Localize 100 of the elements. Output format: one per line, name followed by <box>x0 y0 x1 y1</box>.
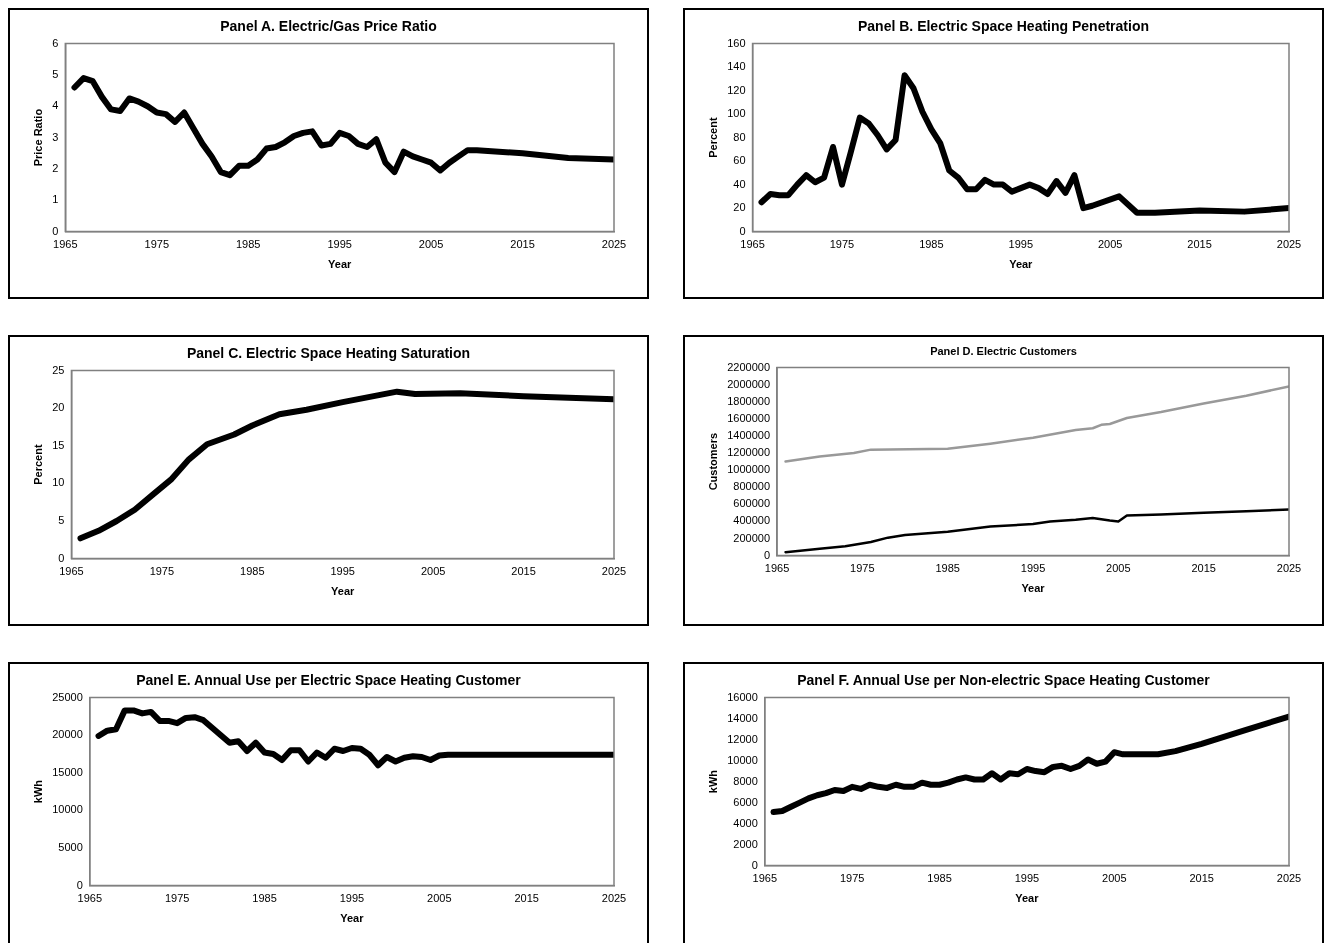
x-tick-label: 2015 <box>1186 238 1212 251</box>
x-tick-label: 1995 <box>326 238 352 251</box>
y-tick-label: 2000000 <box>726 377 770 390</box>
x-tick-label: 1995 <box>339 892 364 905</box>
y-tick-label: 0 <box>57 551 64 564</box>
x-tick-label: 2005 <box>426 892 451 905</box>
x-axis-title: Year <box>327 258 352 271</box>
y-tick-label: 10 <box>51 476 64 489</box>
y-tick-label: 200000 <box>732 531 770 544</box>
x-tick-label: 1985 <box>934 561 960 574</box>
y-tick-label: 6000 <box>732 795 758 808</box>
y-tick-label: 3 <box>51 130 58 143</box>
y-tick-label: 60 <box>732 154 746 167</box>
y-tick-label: 6 <box>51 36 58 49</box>
chart-title: Panel F. Annual Use per Non-electric Space Heating Customer <box>797 672 1210 689</box>
x-tick-label: 1985 <box>235 238 260 251</box>
x-axis-title: Year <box>339 912 364 925</box>
x-axis-title: Year <box>1008 258 1033 271</box>
y-tick-label: 8000 <box>732 774 758 787</box>
y-tick-label: 80 <box>732 130 746 143</box>
y-tick-label: 25 <box>51 363 64 376</box>
y-tick-label: 40 <box>732 177 746 190</box>
y-tick-label: 5 <box>51 68 58 81</box>
y-tick-label: 120 <box>726 83 746 96</box>
x-tick-label: 1985 <box>239 565 265 578</box>
x-tick-label: 2005 <box>1101 872 1127 885</box>
x-tick-label: 1965 <box>752 872 777 885</box>
y-tick-label: 4000 <box>732 816 758 829</box>
y-tick-label: 2200000 <box>726 360 770 373</box>
chart-title: Panel D. Electric Customers <box>930 345 1077 358</box>
chart-title: Panel E. Annual Use per Electric Space Heating Customer <box>136 672 521 689</box>
y-tick-label: 2000 <box>732 837 758 850</box>
y-tick-label: 0 <box>738 224 746 237</box>
y-tick-label: 2 <box>51 162 58 175</box>
x-tick-label: 1995 <box>329 565 355 578</box>
x-tick-label: 2025 <box>1276 872 1301 885</box>
y-tick-label: 5 <box>57 514 64 527</box>
x-tick-label: 2005 <box>418 238 443 251</box>
x-tick-label: 1995 <box>1008 238 1033 251</box>
x-tick-label: 1985 <box>926 872 952 885</box>
x-tick-label: 2015 <box>1190 561 1216 574</box>
y-tick-label: 1600000 <box>726 411 770 424</box>
chart-title: Panel C. Electric Space Heating Saturation <box>186 345 471 362</box>
y-tick-label: 12000 <box>726 732 758 745</box>
x-tick-label: 1965 <box>764 561 789 574</box>
y-axis-title: kWh <box>706 769 719 794</box>
x-tick-label: 1975 <box>829 238 854 251</box>
y-tick-label: 16000 <box>726 690 758 703</box>
y-tick-label: 14000 <box>726 711 758 724</box>
y-tick-label: 25000 <box>51 690 83 703</box>
y-axis-title: Customers <box>706 432 719 490</box>
y-tick-label: 1400000 <box>726 428 770 441</box>
y-axis-title: Percent <box>31 444 44 485</box>
y-tick-label: 600000 <box>732 497 770 509</box>
x-tick-label: 2025 <box>1276 238 1301 251</box>
y-tick-label: 4 <box>51 99 58 112</box>
x-tick-label: 1975 <box>839 872 864 885</box>
y-tick-label: 10000 <box>51 803 83 816</box>
chart-title: Panel A. Electric/Gas Price Ratio <box>220 18 437 35</box>
y-tick-label: 140 <box>726 60 746 73</box>
x-tick-label: 1965 <box>52 238 78 251</box>
y-tick-label: 0 <box>76 878 83 891</box>
x-tick-label: 1985 <box>918 238 944 251</box>
y-tick-label: 20 <box>51 401 64 414</box>
x-tick-label: 2005 <box>1105 561 1131 574</box>
x-tick-label: 2015 <box>513 892 539 905</box>
y-tick-label: 15 <box>51 438 64 451</box>
x-tick-label: 1975 <box>849 561 875 574</box>
x-tick-label: 1965 <box>739 238 765 251</box>
y-tick-label: 400000 <box>732 514 770 527</box>
x-tick-label: 2025 <box>601 565 626 578</box>
x-tick-label: 2025 <box>601 238 626 251</box>
y-tick-label: 1 <box>51 193 58 206</box>
y-axis-title: kWh <box>31 779 44 804</box>
x-tick-label: 1975 <box>144 238 169 251</box>
x-tick-label: 2005 <box>420 565 445 578</box>
x-axis-title: Year <box>330 585 355 598</box>
x-tick-label: 1985 <box>251 892 277 905</box>
x-tick-label: 1965 <box>77 892 102 905</box>
x-tick-label: 2015 <box>509 238 535 251</box>
y-tick-label: 0 <box>751 858 758 871</box>
y-tick-label: 15000 <box>51 765 83 778</box>
y-axis-title: Percent <box>706 117 719 158</box>
x-axis-title: Year <box>1014 892 1039 905</box>
x-tick-label: 2025 <box>1276 561 1301 574</box>
x-tick-label: 1995 <box>1014 872 1039 885</box>
y-tick-label: 800000 <box>732 479 770 492</box>
x-tick-label: 2005 <box>1097 238 1122 251</box>
x-tick-label: 2025 <box>601 892 626 905</box>
y-tick-label: 1800000 <box>726 394 770 407</box>
x-tick-label: 2015 <box>510 565 536 578</box>
y-tick-label: 5000 <box>57 841 83 854</box>
y-axis-title: Price Ratio <box>31 108 44 167</box>
y-tick-label: 20000 <box>51 728 83 741</box>
y-tick-label: 0 <box>763 548 770 561</box>
y-tick-label: 0 <box>51 224 58 237</box>
y-tick-label: 160 <box>726 36 746 49</box>
x-tick-label: 1975 <box>164 892 189 905</box>
y-tick-label: 10000 <box>726 753 758 766</box>
y-tick-label: 100 <box>726 107 746 120</box>
